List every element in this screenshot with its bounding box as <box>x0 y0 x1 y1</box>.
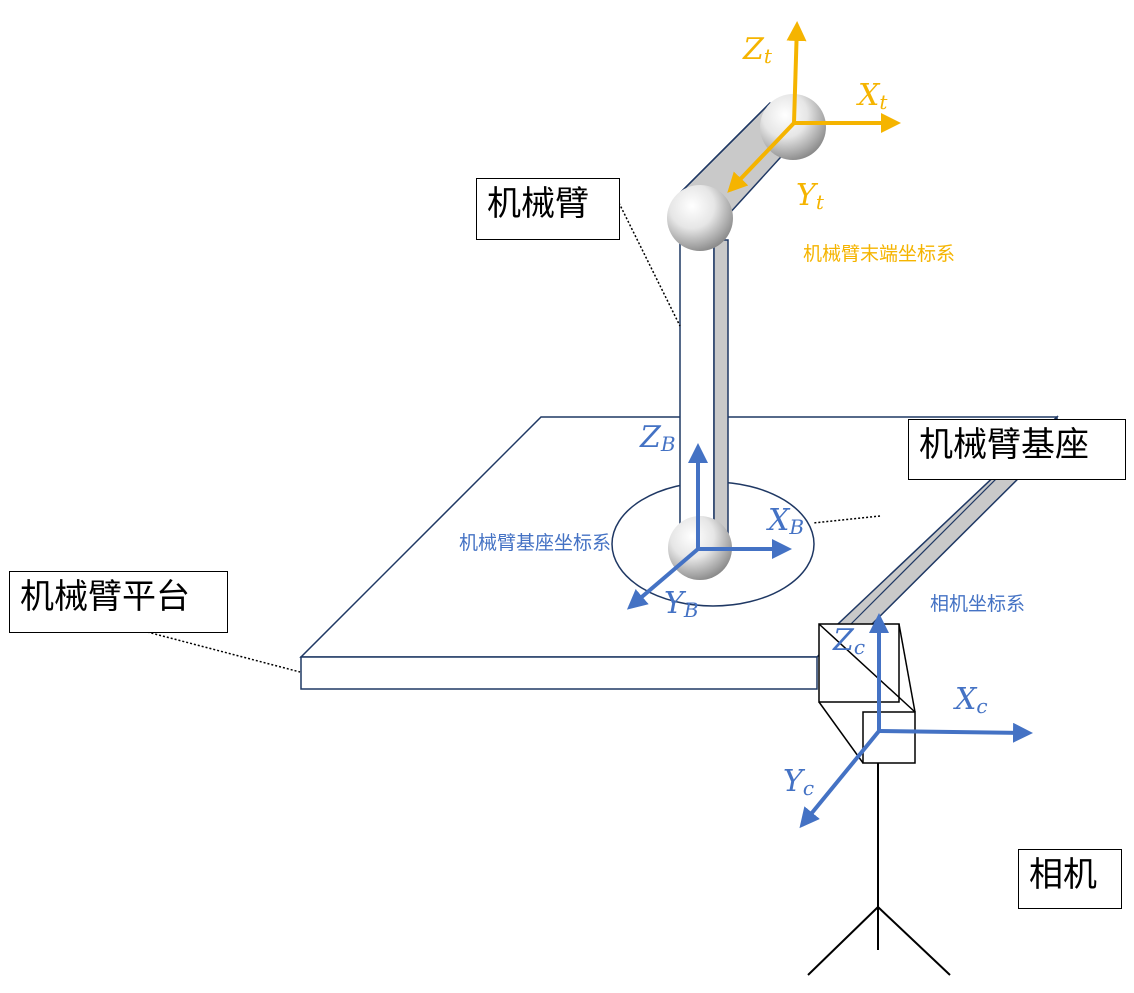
label-arm-base-text: 机械臂基座 <box>919 425 1089 465</box>
leader-platform <box>131 627 301 673</box>
camera-frame-axes <box>799 613 1033 829</box>
axis-label-camera-z: Zc <box>833 623 866 660</box>
platform-edge <box>300 656 818 690</box>
axis-label-camera-x: Xc <box>955 682 988 719</box>
axis-label-tool-z: Zt <box>743 32 772 69</box>
label-platform-text: 机械臂平台 <box>20 577 190 617</box>
label-camera: 相机 <box>1018 849 1122 909</box>
axis-label-base-x: XB <box>768 503 805 540</box>
tool-frame-axes <box>727 21 901 193</box>
label-platform: 机械臂平台 <box>9 571 228 633</box>
camera-y-axis <box>799 729 881 829</box>
label-camera-text: 相机 <box>1029 855 1097 895</box>
axis-label-camera-y: Yc <box>783 764 815 801</box>
axis-label-base-z: ZB <box>640 420 676 457</box>
label-arm-base: 机械臂基座 <box>908 419 1126 480</box>
caption-base-frame: 机械臂基座坐标系 <box>459 532 612 554</box>
leader-lines <box>131 202 881 673</box>
tool-y-axis <box>727 121 796 193</box>
tool-z-axis <box>786 21 807 124</box>
tripod <box>807 763 951 976</box>
camera-body <box>818 623 916 764</box>
arm-vertical-link <box>679 239 729 547</box>
axis-label-tool-x: Xt <box>858 78 888 115</box>
label-arm-text: 机械臂 <box>487 184 589 224</box>
label-arm: 机械臂 <box>476 178 620 240</box>
caption-tool-frame: 机械臂末端坐标系 <box>803 243 956 265</box>
leader-arm <box>618 202 681 327</box>
joint-elbow <box>667 185 733 251</box>
caption-camera-frame: 相机坐标系 <box>930 593 1026 615</box>
camera-x-axis <box>878 722 1033 743</box>
axis-label-tool-y: Yt <box>796 178 824 215</box>
base-frame-axes <box>626 443 792 610</box>
axis-label-base-y: YB <box>664 586 699 623</box>
leader-arm-base <box>812 515 881 524</box>
base-y-axis <box>626 547 700 610</box>
